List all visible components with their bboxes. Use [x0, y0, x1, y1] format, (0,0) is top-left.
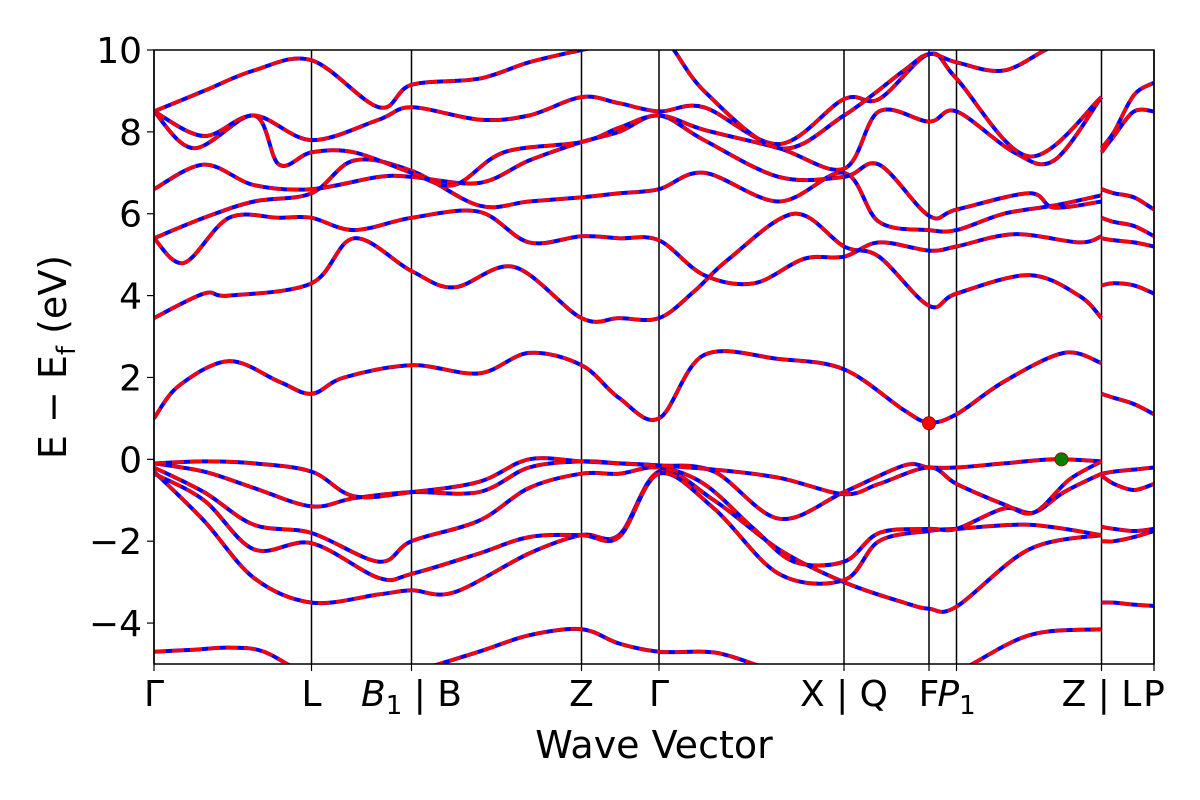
y-tick-label: −2: [89, 522, 142, 563]
y-axis-ticks: −4 −2 0 2 4 6 8 10: [89, 31, 154, 645]
band-line: [154, 113, 1102, 221]
x-tick-label: F: [919, 674, 940, 715]
x-tick-label-subscript: 1: [386, 691, 403, 721]
band-line-overlay: [154, 208, 1103, 286]
band-line-overlay: [154, 51, 1103, 159]
band-line-overlay: [154, 627, 1102, 664]
x-tick-label: L: [301, 674, 321, 715]
band-line-overlay: [1100, 392, 1154, 416]
x-tick-label-main: L: [301, 674, 321, 715]
y-tick-label: 6: [119, 195, 142, 236]
band-lines: [154, 50, 1154, 664]
conduction-band-minimum-marker: [922, 416, 936, 431]
x-tick-label: Γ: [649, 674, 669, 715]
band-line: [154, 626, 1102, 664]
band-line-overlay: [1101, 525, 1154, 533]
x-tick-label-main: B: [361, 674, 386, 715]
band-line: [1101, 50, 1104, 52]
band-line-overlay: [1100, 187, 1154, 212]
band-line-overlay: [1101, 600, 1154, 608]
x-tick-label: P: [1143, 674, 1165, 715]
x-tick-label: Γ: [144, 674, 164, 715]
y-tick-label: 8: [119, 113, 142, 154]
band-line-overlay: [1101, 281, 1154, 296]
band-line-overlay: [1101, 465, 1154, 476]
band-line-overlay: [154, 349, 1103, 425]
band-line-overlay: [1100, 107, 1154, 154]
x-tick-label: X | Q: [800, 674, 888, 715]
x-tick-label-main: Z: [569, 674, 594, 715]
valence-band-maximum-marker: [1054, 452, 1069, 467]
y-axis-label-unit: (eV): [31, 255, 75, 346]
band-line-overlay: [154, 113, 1102, 221]
band-line-overlay: [154, 468, 1102, 614]
band-line-overlay: [1101, 50, 1104, 52]
y-tick-label: 2: [119, 358, 142, 399]
x-tick-label-main: Z | L: [1062, 674, 1142, 715]
plot-frame: [153, 49, 1155, 665]
band-line: [154, 51, 1103, 159]
x-tick-label-main: P: [937, 674, 959, 715]
x-tick-label-main: Γ: [144, 674, 164, 715]
x-tick-label-main: F: [919, 674, 940, 715]
x-tick-label-main: P: [1143, 674, 1165, 715]
band-line: [154, 50, 1050, 151]
band-line-overlay: [154, 96, 1103, 188]
y-axis-label-main: E − E: [31, 355, 75, 459]
x-tick-label-suffix: | B: [402, 674, 462, 715]
band-line-overlay: [1100, 216, 1154, 238]
y-tick-label: −4: [89, 604, 142, 645]
band-line-overlay: [1100, 474, 1154, 492]
x-tick-label: Z: [569, 674, 594, 715]
y-axis-label-subscript: f: [52, 345, 82, 355]
x-tick-label-main: Γ: [649, 674, 669, 715]
x-tick-label: P1: [937, 674, 975, 721]
band-line-overlay: [1101, 236, 1154, 249]
y-tick-label: 10: [96, 31, 142, 72]
band-line-overlay: [154, 211, 1103, 324]
x-tick-label-subscript: 1: [959, 691, 976, 721]
y-axis-label: E − Ef (eV): [31, 255, 82, 459]
x-axis-label: Wave Vector: [535, 723, 773, 767]
x-tick-label: Z | L: [1062, 674, 1142, 715]
band-line-overlay: [154, 157, 1102, 240]
x-tick-label-main: X | Q: [800, 674, 888, 715]
band-line-overlay: [154, 471, 1102, 586]
band-extrema-markers: [922, 416, 1069, 467]
band-line: [154, 95, 1104, 188]
band-line-overlay: [1100, 81, 1154, 150]
band-line: [154, 465, 1103, 568]
x-tick-label: B1 | B: [361, 674, 462, 721]
band-line-overlay: [154, 465, 1103, 568]
band-line: [154, 456, 1103, 516]
band-line-overlay: [154, 50, 1050, 151]
band-line-overlay: [1101, 529, 1154, 544]
y-tick-label: 4: [119, 277, 142, 318]
y-tick-label: 0: [119, 440, 142, 481]
